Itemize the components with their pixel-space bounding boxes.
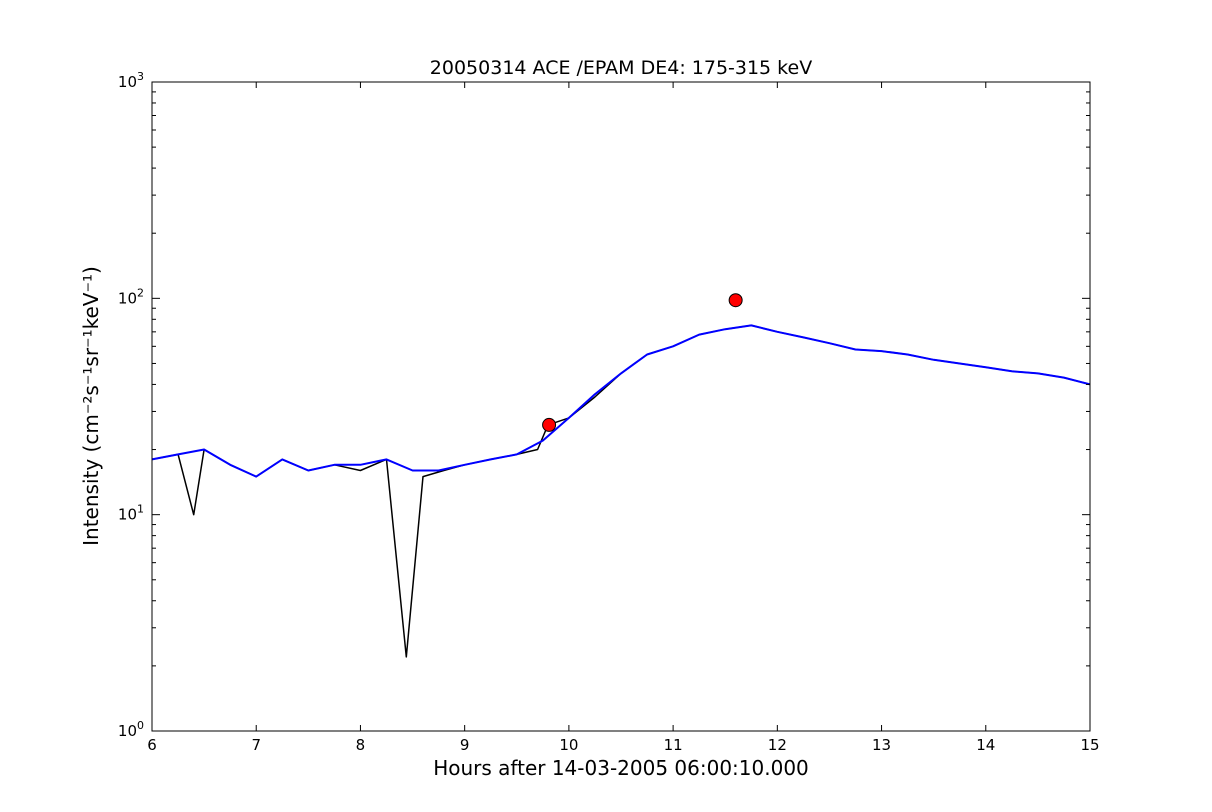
x-tick-label: 15 xyxy=(1080,736,1099,754)
x-tick-label: 10 xyxy=(559,736,578,754)
y-tick-label: 100 xyxy=(118,719,144,740)
y-tick-label: 102 xyxy=(118,286,144,307)
y-tick-exponent: 0 xyxy=(137,719,144,732)
x-axis-label: Hours after 14-03-2005 06:00:10.000 xyxy=(433,756,809,780)
plot-markers xyxy=(542,293,743,432)
y-tick-base: 10 xyxy=(118,73,137,91)
y-tick-exponent: 2 xyxy=(137,286,144,299)
plot-frame xyxy=(151,81,1091,732)
y-tick-base: 10 xyxy=(118,506,137,524)
x-tick-label: 7 xyxy=(251,736,261,754)
x-tick-label: 9 xyxy=(460,736,470,754)
plot-lines xyxy=(151,324,1091,658)
chart-title: 20050314 ACE /EPAM DE4: 175-315 keV xyxy=(430,57,812,79)
y-tick-exponent: 3 xyxy=(137,70,144,83)
y-tick-label: 103 xyxy=(118,70,144,91)
x-tick-label: 8 xyxy=(356,736,366,754)
y-axis-label: Intensity (cm⁻²s⁻¹sr⁻¹keV⁻¹) xyxy=(79,266,103,546)
event-marker xyxy=(542,417,557,432)
x-tick-label: 13 xyxy=(872,736,891,754)
x-tick-label: 14 xyxy=(976,736,995,754)
x-tick-label: 11 xyxy=(664,736,683,754)
x-tick-label: 6 xyxy=(147,736,157,754)
y-tick-exponent: 1 xyxy=(137,503,144,516)
y-tick-label: 101 xyxy=(118,503,144,524)
x-tick-label: 12 xyxy=(768,736,787,754)
y-tick-base: 10 xyxy=(118,722,137,740)
y-tick-base: 10 xyxy=(118,289,137,307)
x-axis: 6 7 8 9 10 11 12 13 14 15 xyxy=(147,82,1100,754)
series-line-1 xyxy=(151,324,1091,478)
event-marker xyxy=(728,293,743,308)
